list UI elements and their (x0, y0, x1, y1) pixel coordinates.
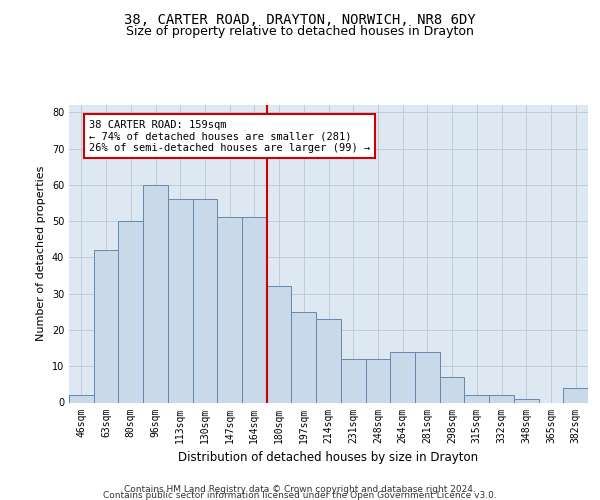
Bar (316, 319, 341, 402)
Bar (217, 218, 242, 402)
Bar (563, 388, 588, 402)
Text: Contains HM Land Registry data © Crown copyright and database right 2024.: Contains HM Land Registry data © Crown c… (124, 485, 476, 494)
Y-axis label: Number of detached properties: Number of detached properties (36, 166, 46, 342)
Bar (267, 286, 292, 403)
Bar (514, 399, 539, 402)
Text: Size of property relative to detached houses in Drayton: Size of property relative to detached ho… (126, 25, 474, 38)
Bar (94, 250, 118, 402)
Bar (365, 359, 390, 403)
Bar (118, 221, 143, 402)
Text: 38, CARTER ROAD, DRAYTON, NORWICH, NR8 6DY: 38, CARTER ROAD, DRAYTON, NORWICH, NR8 6… (124, 12, 476, 26)
Bar (242, 218, 267, 402)
Bar (440, 377, 464, 402)
Bar (168, 200, 193, 402)
Bar (292, 312, 316, 402)
Bar (69, 395, 94, 402)
Bar (341, 359, 365, 403)
Bar (390, 352, 415, 403)
Bar (193, 200, 217, 402)
Bar (489, 395, 514, 402)
X-axis label: Distribution of detached houses by size in Drayton: Distribution of detached houses by size … (178, 451, 479, 464)
Bar (415, 352, 440, 403)
Text: Contains public sector information licensed under the Open Government Licence v3: Contains public sector information licen… (103, 491, 497, 500)
Bar (143, 185, 168, 402)
Text: 38 CARTER ROAD: 159sqm
← 74% of detached houses are smaller (281)
26% of semi-de: 38 CARTER ROAD: 159sqm ← 74% of detached… (89, 120, 370, 152)
Bar (464, 395, 489, 402)
